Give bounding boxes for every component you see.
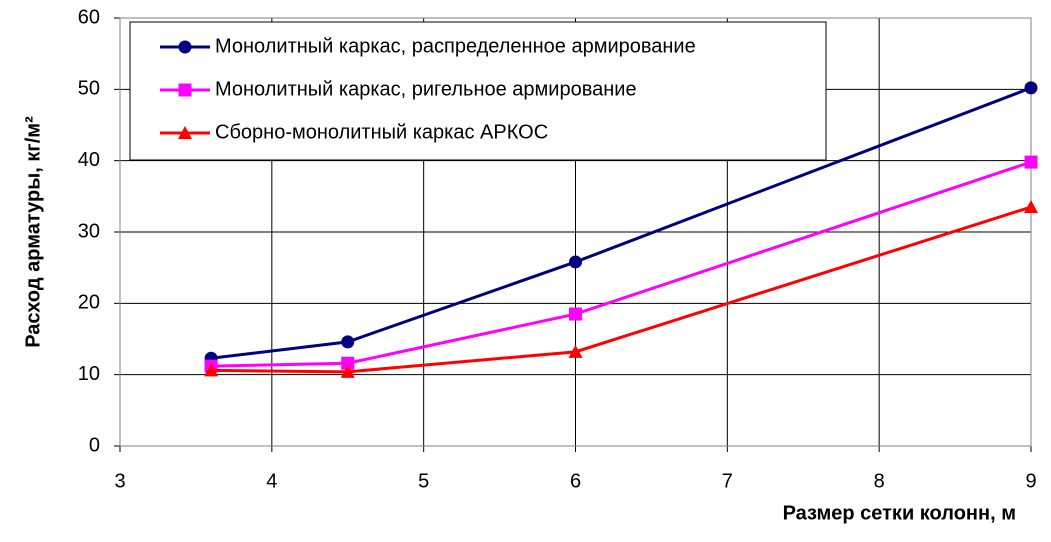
y-tick-label: 10 bbox=[78, 363, 100, 385]
marker bbox=[569, 307, 582, 321]
legend-label: Сборно-монолитный каркас АРКОС bbox=[215, 121, 548, 143]
legend-label: Монолитный каркас, ригельное армирование bbox=[215, 78, 637, 100]
y-tick-label: 20 bbox=[78, 292, 100, 314]
x-tick-label: 5 bbox=[418, 470, 429, 492]
series-line bbox=[210, 86, 1032, 360]
x-tick-label: 3 bbox=[114, 470, 125, 492]
marker bbox=[341, 356, 355, 370]
marker bbox=[568, 344, 583, 358]
x-tick-label: 4 bbox=[266, 470, 277, 492]
marker bbox=[178, 126, 192, 139]
x-tick-label: 7 bbox=[722, 470, 733, 492]
marker bbox=[569, 255, 582, 269]
y-tick-label: 30 bbox=[78, 220, 100, 242]
marker bbox=[178, 83, 192, 97]
marker bbox=[1024, 81, 1038, 95]
x-axis-label: Размер сетки колонн, м bbox=[783, 502, 1016, 524]
marker bbox=[341, 335, 355, 349]
y-tick-label: 50 bbox=[78, 78, 100, 100]
x-tick-label: 8 bbox=[874, 470, 885, 492]
plot-frame bbox=[119, 17, 1032, 447]
marker bbox=[178, 40, 192, 54]
series-line bbox=[211, 160, 1032, 368]
y-tick-label: 60 bbox=[78, 6, 100, 28]
y-tick-label: 40 bbox=[78, 149, 100, 171]
marker bbox=[1024, 155, 1038, 169]
legend-label: Монолитный каркас, распределенное армиро… bbox=[215, 35, 696, 57]
x-tick-label: 6 bbox=[570, 470, 581, 492]
marker bbox=[1024, 200, 1038, 214]
marker bbox=[340, 364, 355, 378]
marker bbox=[204, 363, 219, 377]
x-tick-label: 9 bbox=[1025, 470, 1036, 492]
y-axis-label: Расход арматуры, кг/м² bbox=[22, 116, 44, 348]
series-line bbox=[211, 205, 1032, 374]
legend-box bbox=[129, 21, 827, 161]
y-tick-label: 0 bbox=[89, 434, 100, 456]
